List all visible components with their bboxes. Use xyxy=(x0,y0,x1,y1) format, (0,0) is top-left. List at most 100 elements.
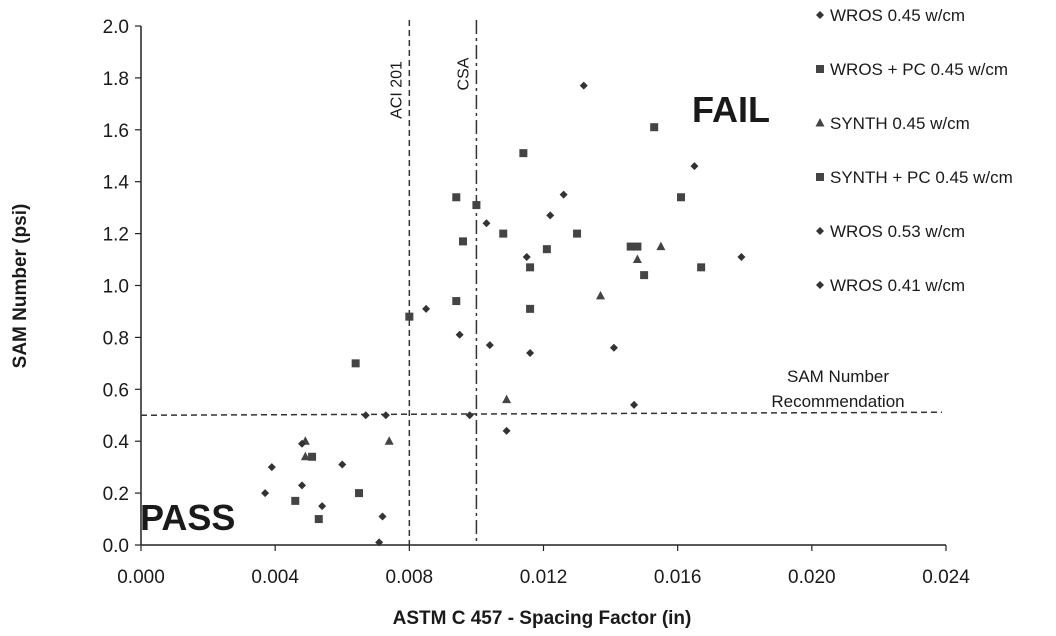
data-point xyxy=(690,162,699,171)
data-point xyxy=(465,411,474,420)
data-point xyxy=(378,512,387,521)
data-point xyxy=(559,190,568,199)
y-tick-label: 0.4 xyxy=(103,432,130,453)
x-axis-title: ASTM C 457 - Spacing Factor (in) xyxy=(393,608,692,629)
data-point xyxy=(609,343,618,352)
data-point xyxy=(314,515,323,524)
series-2 xyxy=(291,123,686,505)
sam-recommendation-label-line2: Recommendation xyxy=(771,392,904,411)
data-point xyxy=(361,411,370,420)
legend: WROS 0.45 w/cm WROS + PC 0.45 w/cm SYNTH 0… xyxy=(815,6,1013,295)
data-point xyxy=(267,463,276,472)
fail-annotation: FAIL xyxy=(692,89,770,130)
series-1 xyxy=(261,81,699,511)
legend-label: WROS 0.41 w/cm xyxy=(830,276,965,295)
data-point xyxy=(656,241,666,251)
data-point xyxy=(298,439,306,448)
legend-marker xyxy=(816,227,824,235)
series-5 xyxy=(298,330,618,521)
data-point xyxy=(519,149,528,158)
reference-label-aci-201: ACI 201 xyxy=(388,61,405,119)
data-point xyxy=(261,489,270,498)
x-tick-label: 0.008 xyxy=(386,567,434,588)
legend-label: WROS 0.45 w/cm xyxy=(830,6,965,25)
x-tick-label: 0.024 xyxy=(922,567,970,588)
data-point xyxy=(630,400,639,409)
data-points xyxy=(261,81,746,547)
legend-label: WROS 0.53 w/cm xyxy=(830,222,965,241)
data-point xyxy=(422,304,431,313)
data-point xyxy=(291,496,300,505)
data-point xyxy=(633,242,642,251)
data-point xyxy=(405,312,414,321)
legend-marker xyxy=(816,281,824,289)
data-point xyxy=(502,394,512,404)
sam-recommendation-label-line1: SAM Number xyxy=(787,367,889,386)
y-tick-label: 1.2 xyxy=(103,225,129,246)
data-point xyxy=(300,451,310,461)
legend-item: SYNTH 0.45 w/cm xyxy=(815,114,970,133)
y-tick-label: 0.6 xyxy=(103,380,129,401)
axes: 0.0 0.2 0.4 0.6 0.8 1.0 1.2 1.4 1.6 1.8 2.0 0.000 0.… xyxy=(103,17,971,588)
legend-marker xyxy=(815,118,825,127)
data-point xyxy=(526,304,535,313)
legend-label: SYNTH + PC 0.45 w/cm xyxy=(830,168,1013,187)
data-point xyxy=(526,263,535,272)
y-tick-label: 1.0 xyxy=(103,277,129,298)
data-point xyxy=(452,297,461,306)
data-point xyxy=(596,290,606,300)
series-4 xyxy=(308,193,706,524)
y-tick-label: 2.0 xyxy=(103,17,129,38)
reference-lines: ACI 201 CSA xyxy=(140,20,943,545)
data-point xyxy=(542,245,551,254)
data-point xyxy=(355,489,364,498)
data-point xyxy=(459,237,467,246)
data-point xyxy=(318,502,327,511)
data-point xyxy=(626,242,635,251)
legend-marker xyxy=(816,65,824,73)
series-3 xyxy=(300,241,666,461)
legend-marker xyxy=(816,173,824,181)
x-tick-label: 0.016 xyxy=(654,567,702,588)
data-point xyxy=(677,193,686,202)
legend-item: SYNTH + PC 0.45 w/cm xyxy=(816,168,1013,187)
data-point xyxy=(526,348,535,357)
y-tick-label: 1.4 xyxy=(103,173,130,194)
x-tick-label: 0.004 xyxy=(251,567,299,588)
reference-line-sam-recommendation xyxy=(140,411,943,416)
data-point xyxy=(338,460,347,469)
series-6 xyxy=(375,252,746,547)
data-point xyxy=(472,201,481,210)
data-point xyxy=(381,411,390,420)
data-point xyxy=(308,452,317,461)
legend-item: WROS 0.41 w/cm xyxy=(816,276,965,295)
legend-item: WROS + PC 0.45 w/cm xyxy=(816,60,1008,79)
reference-label-csa: CSA xyxy=(455,57,472,90)
data-point xyxy=(640,271,649,280)
x-tick-label: 0.000 xyxy=(117,567,165,588)
data-point xyxy=(650,123,659,132)
data-point xyxy=(351,359,360,368)
x-tick-label: 0.020 xyxy=(788,567,836,588)
legend-item: WROS 0.53 w/cm xyxy=(816,222,965,241)
data-point xyxy=(485,341,494,350)
data-point xyxy=(499,229,508,238)
data-point xyxy=(482,219,491,228)
data-point xyxy=(632,254,642,264)
data-point xyxy=(298,481,306,490)
data-point xyxy=(502,426,511,435)
data-point xyxy=(737,252,746,261)
data-point xyxy=(455,330,464,339)
data-point xyxy=(522,252,531,261)
data-point xyxy=(697,263,706,272)
y-tick-label: 0.8 xyxy=(103,328,129,349)
y-tick-label: 0.2 xyxy=(103,484,129,505)
legend-item: WROS 0.45 w/cm xyxy=(816,6,965,25)
y-axis-title: SAM Number (psi) xyxy=(10,204,31,369)
pass-annotation: PASS xyxy=(140,497,235,538)
data-point xyxy=(384,436,394,445)
x-tick-label: 0.012 xyxy=(520,567,568,588)
y-tick-label: 1.8 xyxy=(103,69,129,90)
y-tick-label: 1.6 xyxy=(103,121,129,142)
